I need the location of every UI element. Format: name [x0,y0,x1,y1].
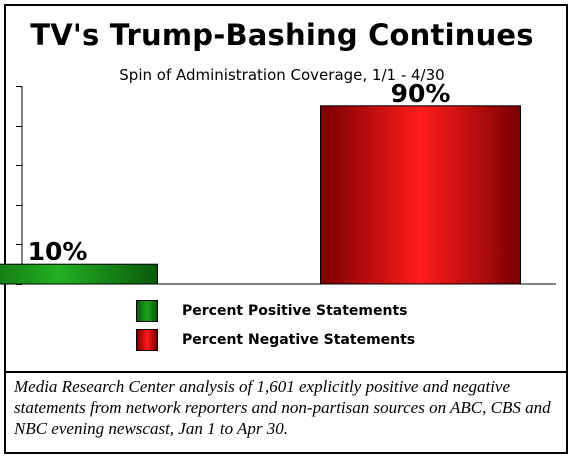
bar-chart: 10% 90% [0,79,556,285]
data-label: 10% [28,237,88,266]
legend-item-negative: Percent Negative Statements [136,327,415,352]
bar [0,263,158,285]
note-divider [4,371,568,373]
data-label: 90% [391,79,451,108]
legend-swatch-negative [136,328,158,351]
legend-label-positive: Percent Positive Statements [182,302,408,319]
chart-legend: Percent Positive Statements Percent Nega… [136,298,415,356]
bar [320,105,521,285]
chart-subtitle: Spin of Administration Coverage, 1/1 - 4… [119,66,445,84]
legend-swatch-positive [136,299,158,322]
source-note: Media Research Center analysis of 1,601 … [14,377,551,438]
chart-title: TV's Trump-Bashing Continues [30,18,534,52]
legend-item-positive: Percent Positive Statements [136,298,415,323]
legend-label-negative: Percent Negative Statements [182,331,416,348]
